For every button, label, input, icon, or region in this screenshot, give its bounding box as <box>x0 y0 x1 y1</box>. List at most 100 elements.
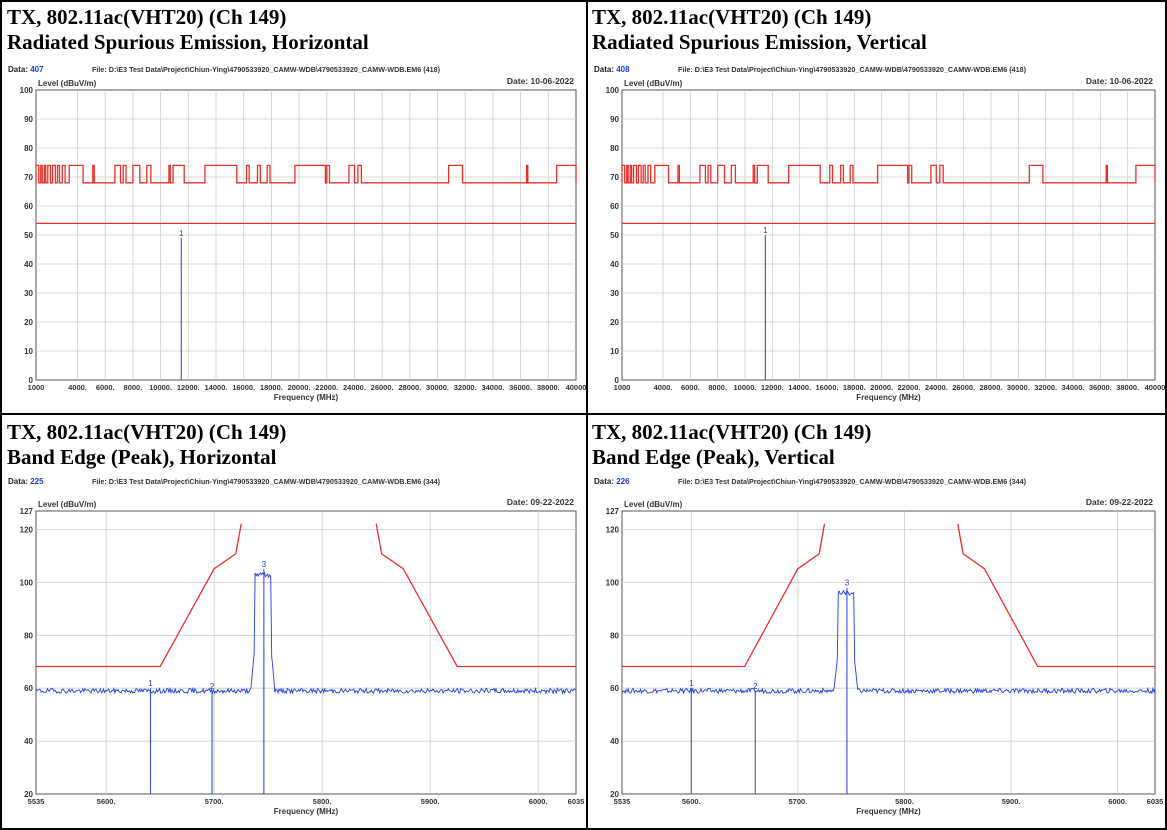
x-tick-label: 36000. <box>509 383 532 392</box>
x-tick-label: 20000. <box>288 383 311 392</box>
panel-3-title-line1: TX, 802.11ac(VHT20) (Ch 149) <box>7 420 287 444</box>
x-tick-label: 16000. <box>816 383 839 392</box>
marker-label: 3 <box>262 560 267 569</box>
chart-panel-3: Data: 225 File: D:\E3 Test Data\Project\C… <box>8 477 585 816</box>
y-tick-label: 60 <box>24 684 33 693</box>
x-tick-label: 24000. <box>925 383 948 392</box>
x-tick-label: 24000. <box>343 383 366 392</box>
x-tick-label: 26000. <box>371 383 394 392</box>
data-label: Data: <box>8 477 30 486</box>
y-tick-label: 50 <box>24 231 33 240</box>
y-tick-label: 127 <box>20 507 34 516</box>
y-tick-label: 40 <box>24 737 33 746</box>
limit-mask-line <box>35 164 577 184</box>
plot-frame <box>621 510 1156 795</box>
limit-mask-line <box>957 523 1155 668</box>
y-tick-label: 30 <box>24 289 33 298</box>
x-tick-label: 5600. <box>682 797 701 806</box>
y-tick-label: 127 <box>606 507 620 516</box>
x-tick-label: 34000. <box>1062 383 1085 392</box>
y-tick-label: 120 <box>606 526 620 535</box>
table-border-left <box>0 0 2 830</box>
panel-1-title-line2: Radiated Spurious Emission, Horizontal <box>7 30 369 54</box>
x-tick-label: 8000. <box>124 383 143 392</box>
y-axis-label: Level (dBuV/m) <box>624 500 683 509</box>
y-tick-label: 30 <box>610 289 619 298</box>
panel-2-title: TX, 802.11ac(VHT20) (Ch 149) Radiated Spu… <box>592 5 927 55</box>
table-border-bottom <box>0 828 1167 830</box>
marker-label: 1 <box>148 679 153 688</box>
data-number: 407 <box>30 65 44 74</box>
y-axis-label: Level (dBuV/m) <box>624 79 683 88</box>
x-tick-label: 18000. <box>843 383 866 392</box>
y-tick-label: 0 <box>615 376 620 385</box>
x-axis-label: Frequency (MHz) <box>856 807 921 816</box>
x-tick-label: 4000. <box>654 383 673 392</box>
x-tick-label: 8000. <box>708 383 727 392</box>
x-tick-label: 1000 <box>28 383 45 392</box>
panel-2-title-line1: TX, 802.11ac(VHT20) (Ch 149) <box>592 5 872 29</box>
x-tick-label: 5600. <box>97 797 116 806</box>
marker-label: 1 <box>763 226 768 235</box>
x-tick-label: 38000. <box>1116 383 1139 392</box>
measurement-trace <box>621 589 1156 695</box>
panel-4-title: TX, 802.11ac(VHT20) (Ch 149) Band Edge (P… <box>592 420 871 470</box>
y-tick-label: 80 <box>610 631 619 640</box>
x-tick-label: 5535 <box>28 797 45 806</box>
y-tick-label: 90 <box>24 115 33 124</box>
data-number: 226 <box>616 477 630 486</box>
y-tick-label: 0 <box>29 376 34 385</box>
x-tick-label: 5535 <box>614 797 631 806</box>
table-border-top <box>0 0 1167 2</box>
file-path: File: D:\E3 Test Data\Project\Chiun-Ying… <box>92 65 441 74</box>
limit-mask-line <box>375 523 576 668</box>
x-tick-label: 28000. <box>398 383 421 392</box>
y-tick-label: 60 <box>24 202 33 211</box>
x-tick-label: 6035 <box>568 797 585 806</box>
x-tick-label: 6000. <box>529 797 548 806</box>
x-tick-label: 12000. <box>761 383 784 392</box>
y-tick-label: 80 <box>24 631 33 640</box>
data-label: Data: <box>8 65 30 74</box>
x-tick-label: 10000. <box>734 383 757 392</box>
x-tick-label: 30000. <box>1007 383 1030 392</box>
panel-1-title: TX, 802.11ac(VHT20) (Ch 149) Radiated Spu… <box>7 5 369 55</box>
chart-date: Date: 09-22-2022 <box>1086 497 1153 507</box>
x-axis-label: Frequency (MHz) <box>274 393 339 402</box>
x-tick-label: 5900. <box>1002 797 1021 806</box>
y-tick-label: 20 <box>24 318 33 327</box>
data-number-label: Data: 226 <box>594 477 630 486</box>
x-tick-label: 10000. <box>149 383 172 392</box>
panel-3-title: TX, 802.11ac(VHT20) (Ch 149) Band Edge (P… <box>7 420 286 470</box>
x-tick-label: 16000. <box>232 383 255 392</box>
x-tick-label: 5800. <box>895 797 914 806</box>
chart-date: Date: 09-22-2022 <box>507 497 574 507</box>
y-tick-label: 10 <box>610 347 619 356</box>
y-tick-label: 80 <box>24 144 33 153</box>
x-tick-label: 5800. <box>313 797 332 806</box>
panel-3-title-line2: Band Edge (Peak), Horizontal <box>7 445 277 469</box>
y-tick-label: 60 <box>610 202 619 211</box>
x-tick-label: 40000 <box>566 383 586 392</box>
data-number: 408 <box>616 65 630 74</box>
file-path: File: D:\E3 Test Data\Project\Chiun-Ying… <box>678 477 1027 486</box>
y-tick-label: 60 <box>610 684 619 693</box>
y-tick-label: 80 <box>610 144 619 153</box>
x-tick-label: 36000. <box>1089 383 1112 392</box>
y-tick-label: 90 <box>610 115 619 124</box>
data-label: Data: <box>594 477 616 486</box>
x-tick-label: 6000. <box>96 383 115 392</box>
marker-label: 2 <box>753 682 758 691</box>
panel-2-title-line2: Radiated Spurious Emission, Vertical <box>592 30 927 54</box>
measurement-trace <box>35 571 577 695</box>
data-number-label: Data: 225 <box>8 477 44 486</box>
x-tick-label: 6035 <box>1147 797 1164 806</box>
chart-date: Date: 10-06-2022 <box>507 76 574 86</box>
y-tick-label: 40 <box>610 737 619 746</box>
y-tick-label: 40 <box>24 260 33 269</box>
file-path: File: D:\E3 Test Data\Project\Chiun-Ying… <box>92 477 441 486</box>
table-border-middle <box>0 413 1167 415</box>
y-tick-label: 40 <box>610 260 619 269</box>
data-number: 225 <box>30 477 44 486</box>
chart-panel-2: Data: 408 File: D:\E3 Test Data\Project\C… <box>594 65 1165 402</box>
